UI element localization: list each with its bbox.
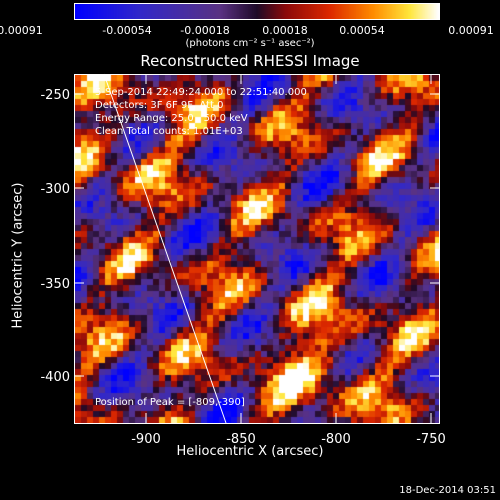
- peak-position-label: Position of Peak = [-809,-390]: [95, 397, 245, 408]
- x-axis-label: Heliocentric X (arcsec): [176, 444, 324, 459]
- info-time: 5-Sep-2014 22:49:24.000 to 22:51:40.000: [95, 87, 307, 98]
- colorbar-tick-label: -0.00054: [102, 24, 152, 37]
- colorbar-units: (photons cm⁻² s⁻¹ asec⁻²): [185, 38, 315, 49]
- info-clean: Clean Total counts: 1.01E+03: [95, 126, 243, 137]
- y-tick-label: -300: [40, 182, 70, 197]
- y-tick-label: -350: [40, 277, 70, 292]
- info-energy: Energy Range: 25.0 - 50.0 keV: [95, 113, 248, 124]
- colorbar-tick-label: 0.00018: [262, 24, 308, 37]
- info-detectors: Detectors: 3F 6F 9F, Att 0: [95, 100, 224, 111]
- colorbar-tick-label: 0.00054: [339, 24, 385, 37]
- plot-title: Reconstructed RHESSI Image: [140, 52, 360, 70]
- y-tick-label: -250: [40, 88, 70, 103]
- y-axis-label: Heliocentric Y (arcsec): [10, 182, 26, 329]
- colorbar-tick-label: -0.00091: [0, 24, 43, 37]
- colorbar-tick-label: 0.00091: [448, 24, 494, 37]
- timestamp-footer: 18-Dec-2014 03:51: [399, 485, 496, 496]
- y-tick-label: -400: [40, 370, 70, 385]
- colorbar-tick-label: -0.00018: [180, 24, 230, 37]
- colorbar: [74, 3, 440, 20]
